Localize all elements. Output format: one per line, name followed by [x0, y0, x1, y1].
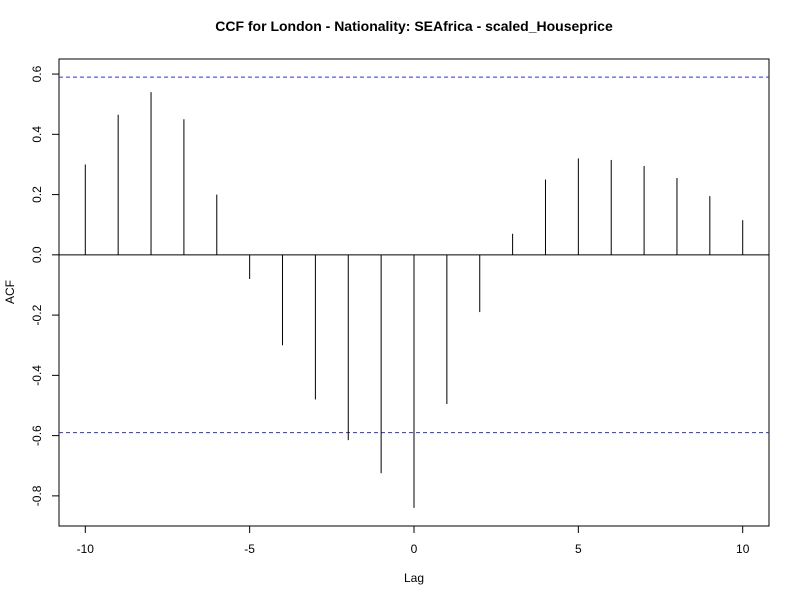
y-tick-label: -0.4	[30, 365, 44, 386]
x-tick-label: -5	[244, 542, 255, 556]
x-axis: -10 -5 0 5 10	[77, 526, 750, 556]
x-axis-label: Lag	[404, 571, 424, 585]
x-tick-label: 0	[411, 542, 418, 556]
y-tick-label: -0.2	[30, 304, 44, 325]
y-axis-label: ACF	[3, 280, 17, 304]
chart-title: CCF for London - Nationality: SEAfrica -…	[215, 18, 613, 34]
y-tick-label: 0.4	[30, 126, 44, 143]
x-tick-label: -10	[77, 542, 95, 556]
x-tick-label: 10	[736, 542, 750, 556]
confidence-bounds	[59, 76, 769, 434]
y-tick-label: 0.0	[30, 246, 44, 263]
y-tick-label: -0.6	[30, 425, 44, 446]
y-tick-label: 0.2	[30, 186, 44, 203]
ccf-bars	[84, 92, 744, 508]
y-tick-label: 0.6	[30, 65, 44, 82]
y-axis: -0.8 -0.6 -0.4 -0.2 0.0 0.2 0.4 0.6	[30, 65, 59, 506]
x-tick-label: 5	[575, 542, 582, 556]
y-tick-label: -0.8	[30, 485, 44, 506]
